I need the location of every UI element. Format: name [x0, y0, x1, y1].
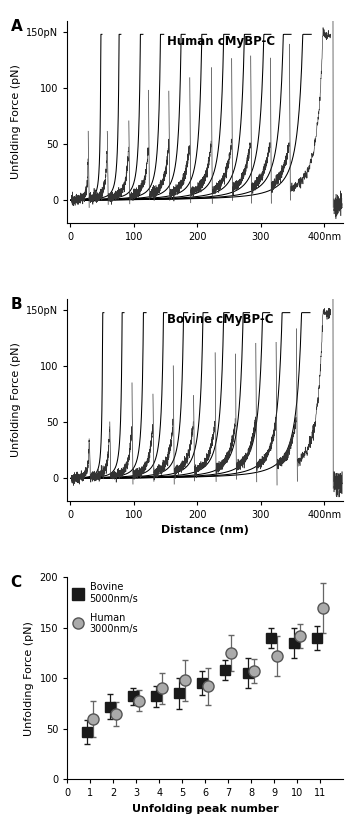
- Legend: Bovine
5000nm/s, Human
3000nm/s: Bovine 5000nm/s, Human 3000nm/s: [72, 583, 138, 635]
- Text: A: A: [11, 19, 22, 34]
- Text: C: C: [11, 575, 22, 590]
- Text: Bovine cMyBP-C: Bovine cMyBP-C: [167, 314, 273, 326]
- Y-axis label: Unfolding Force (pN): Unfolding Force (pN): [11, 343, 21, 457]
- Y-axis label: Unfolding Force (pN): Unfolding Force (pN): [24, 621, 34, 736]
- X-axis label: Distance (nm): Distance (nm): [161, 526, 249, 535]
- X-axis label: Unfolding peak number: Unfolding peak number: [132, 803, 279, 813]
- Text: Human cMyBP-C: Human cMyBP-C: [167, 35, 275, 48]
- Text: B: B: [11, 297, 22, 312]
- Y-axis label: Unfolding Force (pN): Unfolding Force (pN): [11, 64, 21, 179]
